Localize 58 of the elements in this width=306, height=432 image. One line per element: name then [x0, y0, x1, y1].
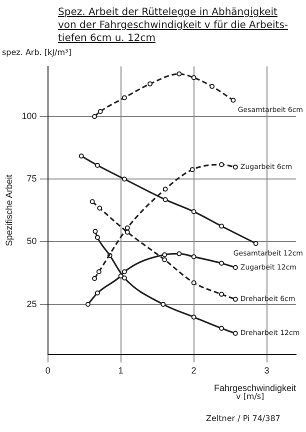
point — [191, 75, 196, 80]
text: Zeltner / Pi 74/387 — [206, 414, 280, 423]
x-tick-label: 0 — [45, 365, 50, 376]
point — [210, 84, 215, 89]
x-axis-title: Fahrgeschwindigkeit — [214, 383, 296, 394]
x-tick-label: 3 — [264, 365, 270, 376]
point — [90, 199, 95, 204]
point — [191, 254, 196, 260]
point — [162, 186, 168, 192]
point — [176, 71, 182, 76]
point — [219, 326, 224, 331]
point — [162, 252, 168, 258]
point — [92, 114, 98, 119]
point — [191, 209, 196, 214]
point — [219, 260, 224, 266]
y-tick-label: 100 — [22, 110, 37, 121]
point — [92, 276, 98, 282]
point — [253, 240, 258, 246]
y-tick-label: 75 — [26, 174, 37, 184]
y-tick-label: 25 — [26, 298, 37, 309]
point — [191, 280, 196, 286]
point — [160, 302, 166, 307]
point — [122, 95, 127, 100]
point — [191, 314, 196, 320]
point — [96, 269, 102, 274]
point — [232, 164, 238, 170]
point — [78, 154, 84, 159]
x-tick-label: 2 — [191, 365, 196, 376]
point — [232, 265, 238, 270]
point — [122, 269, 127, 274]
point — [162, 197, 168, 202]
point — [219, 224, 224, 229]
point — [85, 302, 90, 307]
point — [122, 176, 127, 182]
text: spez. Arb. [kJ/m³] — [2, 48, 72, 57]
x-tick-label: 1 — [118, 365, 124, 376]
point — [97, 206, 102, 211]
point — [124, 225, 130, 230]
point — [219, 162, 224, 168]
point — [94, 290, 100, 296]
point — [230, 98, 236, 103]
point — [232, 296, 238, 302]
point — [190, 167, 195, 172]
point — [94, 162, 100, 168]
point — [148, 81, 153, 86]
chart-title: Spez. Arbeit der Rüttelegge in Abhängigkeit von der Fahrgeschwindigkeit v für die Arbeits-tiefen 6cm u. 12cm — [58, 6, 290, 45]
text: v [m/s] — [236, 392, 264, 401]
point — [162, 257, 168, 262]
point — [94, 234, 100, 240]
point — [232, 330, 238, 336]
point — [92, 228, 98, 234]
point — [118, 274, 124, 279]
point — [122, 276, 127, 281]
point — [98, 108, 103, 114]
y-axis-title: Spezifische Arbeit — [4, 174, 14, 246]
point — [176, 251, 182, 256]
y-tick-label: 50 — [26, 236, 37, 246]
point — [219, 292, 224, 297]
